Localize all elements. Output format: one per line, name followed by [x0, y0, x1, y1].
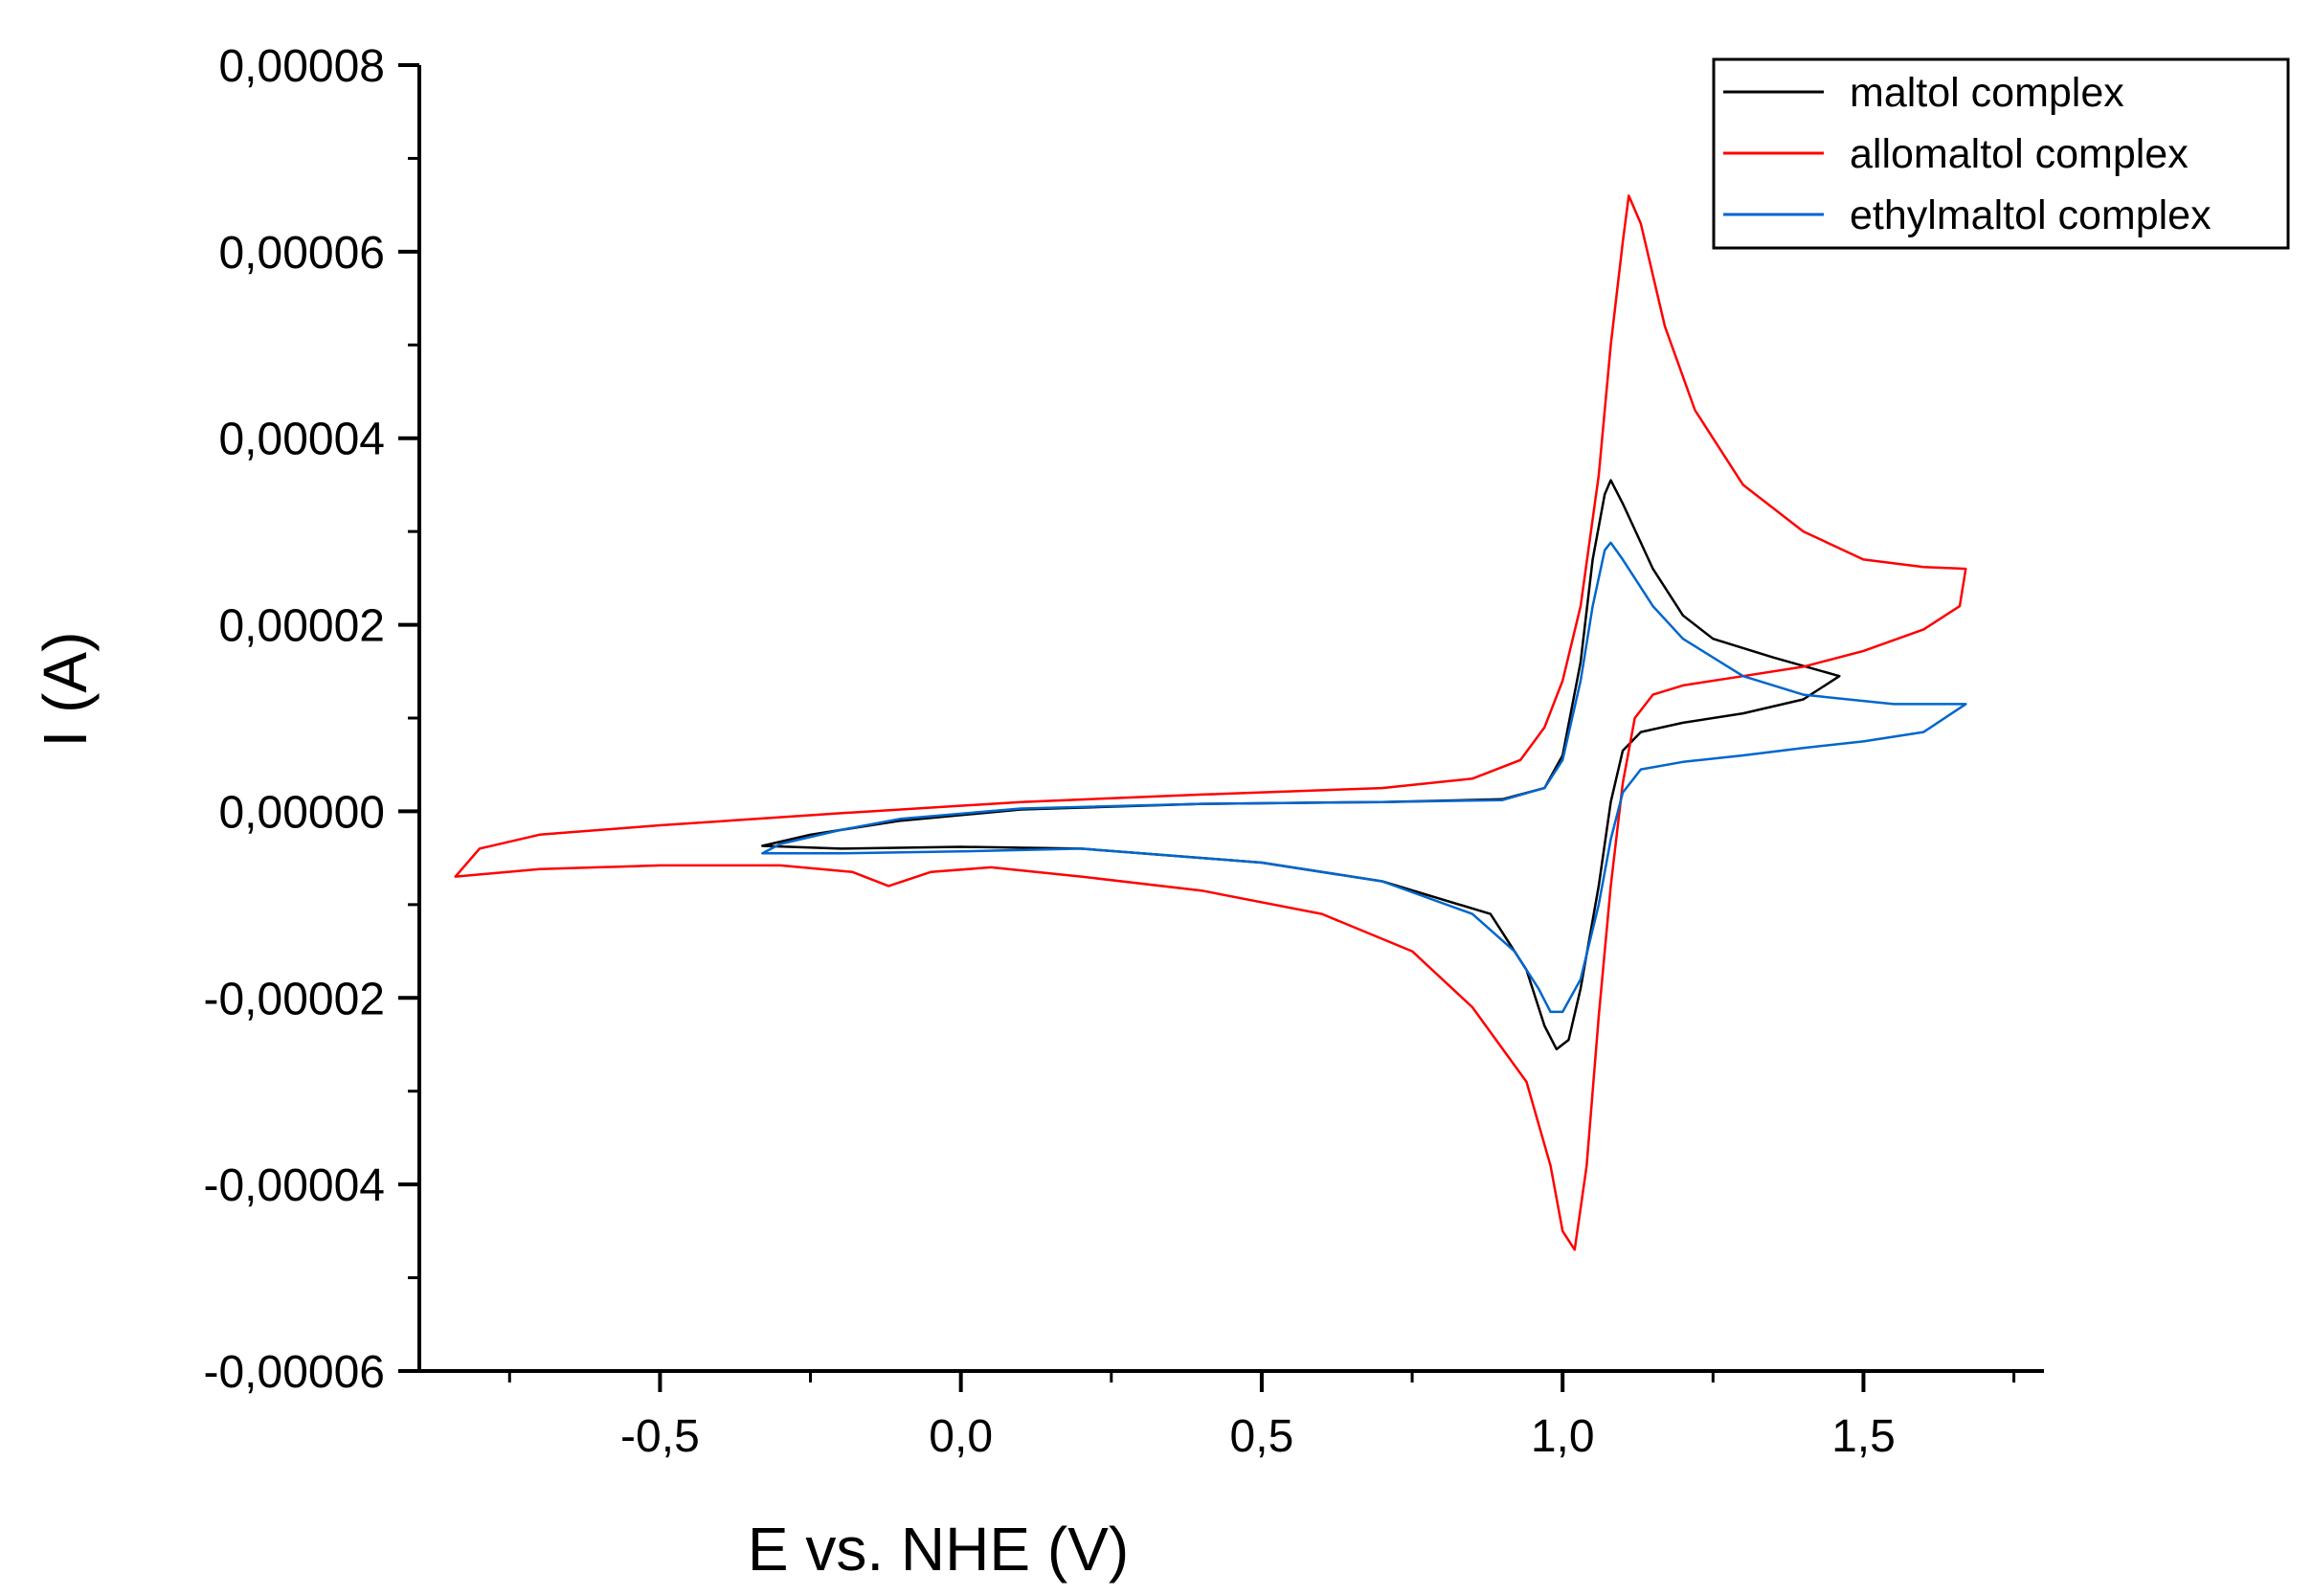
y-tick-label: -0,00002 [204, 974, 386, 1024]
y-tick-label: 0,00000 [218, 787, 385, 838]
y-tick-label: 0,00004 [218, 415, 385, 465]
x-tick-label: 1,0 [1531, 1411, 1595, 1462]
series-line-ethylmaltol-complex [761, 541, 1967, 1014]
x-axis-ticks: -0,5 0,0 0,5 1,0 1,5 [507, 1371, 2016, 1462]
x-tick-label: 0,5 [1230, 1411, 1294, 1462]
x-tick-label: 1,5 [1831, 1411, 1896, 1462]
legend-label: allomaltol complex [1850, 131, 2189, 177]
legend: maltol complex allomaltol complex ethylmal… [1712, 57, 2290, 250]
y-tick-label: 0,00006 [218, 228, 385, 279]
y-tick-label: 0,00008 [218, 41, 385, 92]
y-tick-label: 0,00002 [218, 601, 385, 652]
y-axis-title: I (A) [31, 632, 100, 748]
legend-label: maltol complex [1850, 70, 2124, 116]
x-tick-label: 0,0 [929, 1411, 993, 1462]
legend-label: ethylmaltol complex [1850, 192, 2212, 238]
legend-items: maltol complex allomaltol complex ethylmal… [1723, 70, 2212, 238]
y-tick-label: -0,00006 [204, 1347, 386, 1398]
x-tick-label: -0,5 [620, 1411, 700, 1462]
series-line-allomaltol-complex [454, 194, 1967, 1251]
y-tick-label: -0,00004 [204, 1160, 386, 1211]
y-axis-ticks: -0,00006 -0,00004 -0,00002 0,00000 0,00002 0,… [204, 41, 419, 1398]
x-axis-title: E vs. NHE (V) [748, 1515, 1129, 1584]
series-layer [454, 194, 1967, 1251]
